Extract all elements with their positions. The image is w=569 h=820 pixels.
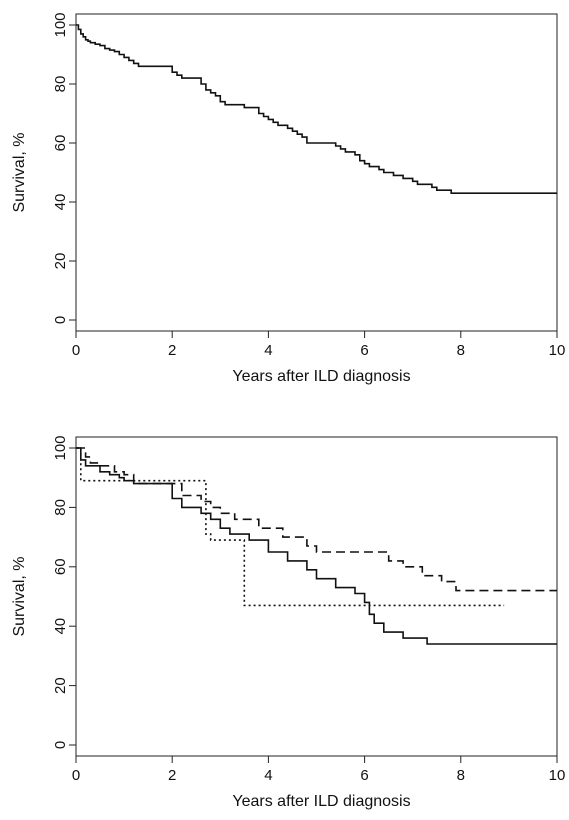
- y-tick-label: 20: [52, 253, 69, 270]
- survival-curve-solid: [76, 447, 557, 645]
- y-tick-label: 40: [52, 194, 69, 211]
- x-axis-title: Years after ILD diagnosis: [232, 793, 410, 810]
- y-axis-title: Survival, %: [11, 556, 28, 636]
- y-tick-label: 100: [52, 435, 69, 460]
- plot-frame: [75, 13, 558, 332]
- y-tick-label: 100: [52, 12, 69, 37]
- x-tick-label: 2: [168, 342, 176, 359]
- survival-curve-dotted: [76, 447, 505, 607]
- x-tick-label: 4: [264, 342, 272, 359]
- y-tick-label: 60: [52, 558, 69, 575]
- x-tick-label: 6: [360, 342, 368, 359]
- x-tick-label: 8: [457, 342, 465, 359]
- x-tick-label: 10: [549, 767, 566, 784]
- x-tick-label: 10: [549, 342, 566, 359]
- x-tick-label: 0: [72, 342, 80, 359]
- y-tick-label: 20: [52, 677, 69, 694]
- chart-top: 0 20 40 60 80 100 0 2 4 6 8 10 Years after ILD diagn…: [11, 12, 565, 385]
- y-tick-label: 80: [52, 76, 69, 93]
- y-tick-label: 60: [52, 135, 69, 152]
- x-axis-title: Years after ILD diagnosis: [232, 368, 410, 385]
- x-tick-label: 2: [168, 767, 176, 784]
- x-tick-label: 4: [264, 767, 272, 784]
- x-tick-label: 6: [360, 767, 368, 784]
- y-tick-label: 0: [52, 316, 69, 324]
- plot-frame: [75, 436, 558, 757]
- chart-bottom: 0 20 40 60 80 100 0 2 4 6 8 10 Years after ILD diagn…: [11, 435, 565, 810]
- y-tick-label: 0: [52, 741, 69, 749]
- x-tick-label: 8: [457, 767, 465, 784]
- y-tick-label: 80: [52, 499, 69, 516]
- x-tick-label: 0: [72, 767, 80, 784]
- survival-curve-solid: [76, 24, 557, 194]
- y-tick-label: 40: [52, 618, 69, 635]
- survival-curve-dashed: [76, 447, 557, 592]
- y-axis-title: Survival, %: [11, 132, 28, 212]
